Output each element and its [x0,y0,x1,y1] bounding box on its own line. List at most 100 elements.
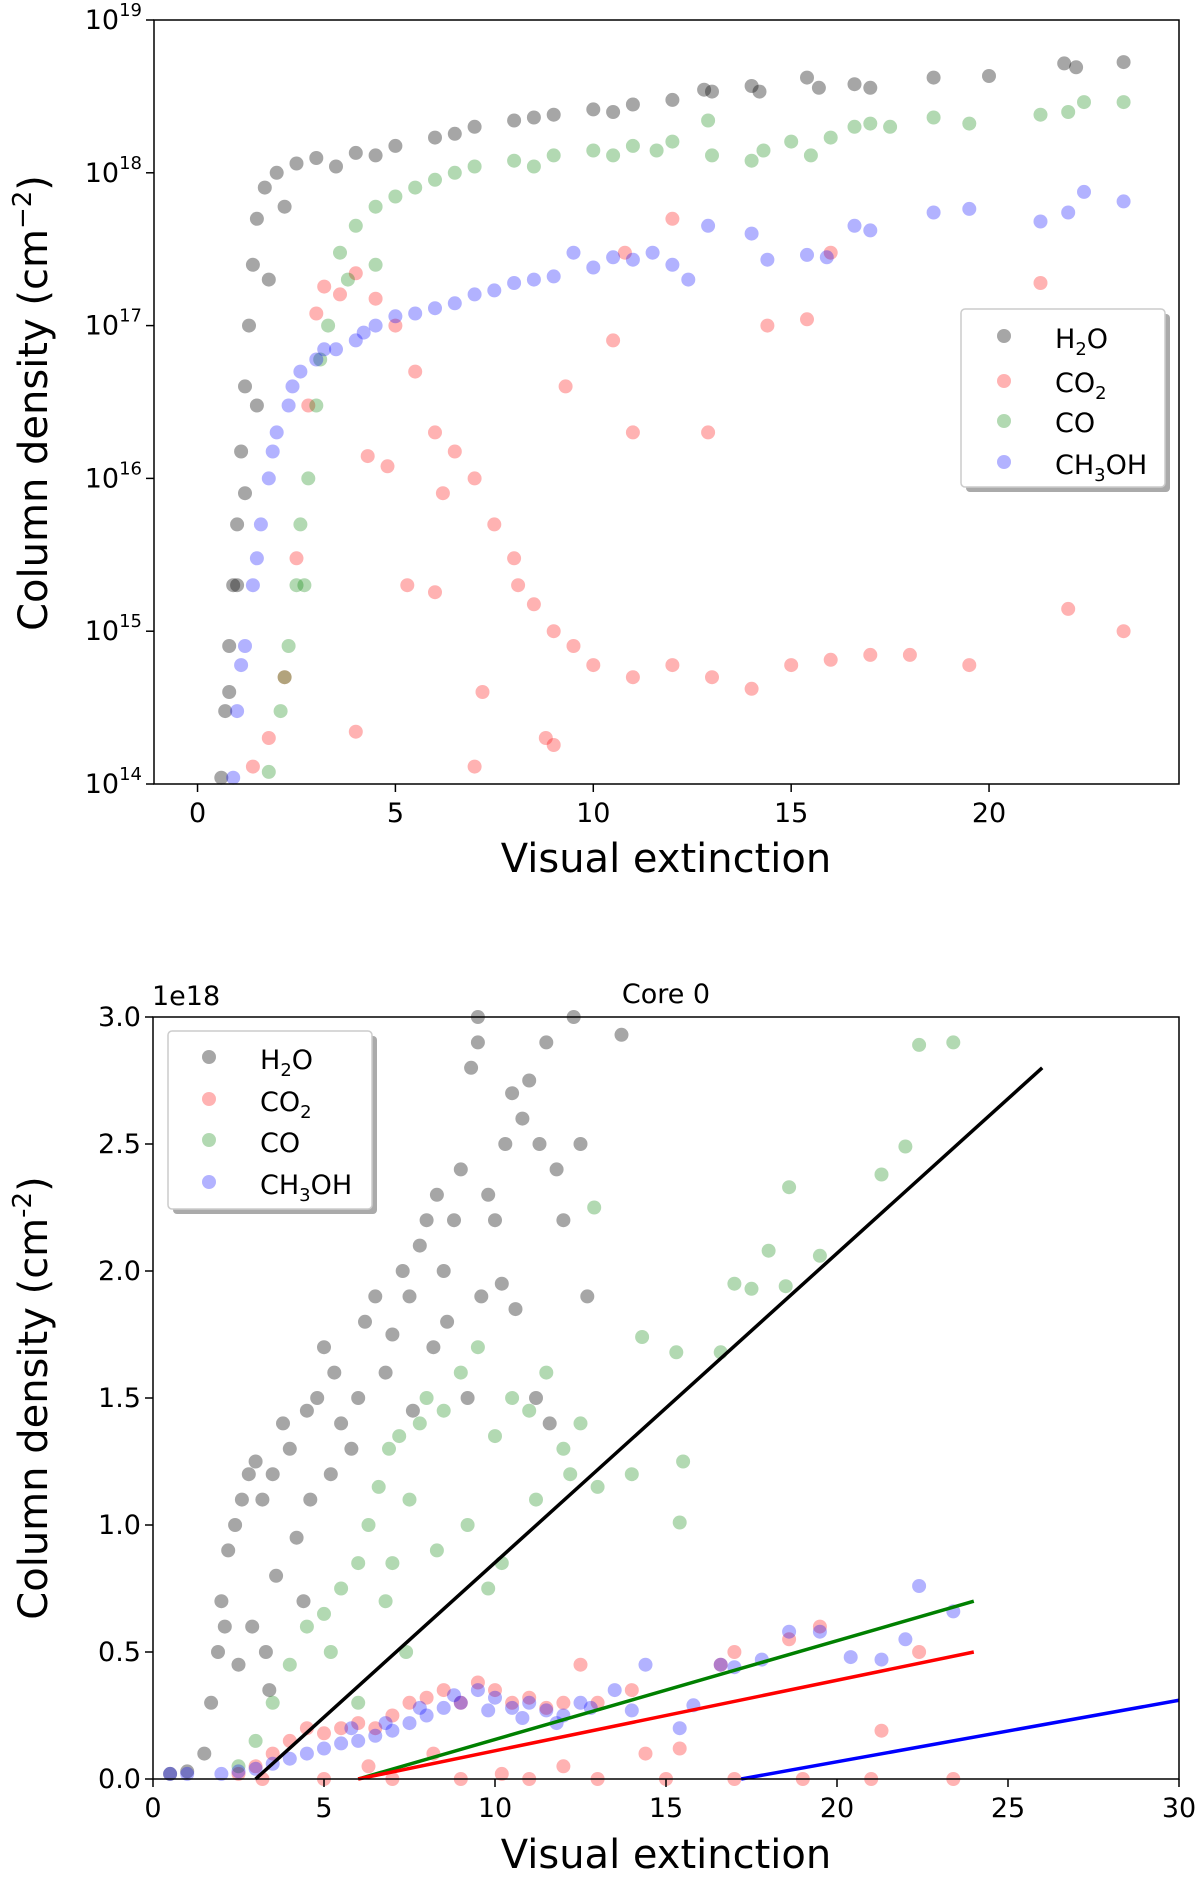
top-point-ch3oh-17 [546,269,561,284]
bottom-point-co-31 [782,1180,797,1195]
bottom-point-co2-5 [317,1726,331,1741]
top-point-co-18 [625,138,640,153]
bottom-point-ch3oh-9 [334,1736,349,1751]
top-point-ch3oh-28 [1077,184,1091,199]
top-point-ch3oh-0 [226,770,241,785]
bottom-x-tick-label-20: 20 [820,1793,854,1824]
top-point-ch3oh-2 [238,639,252,653]
top-point-co2-19 [566,639,581,653]
bottom-legend-box [167,1030,373,1210]
top-point-co-44 [1061,105,1076,119]
bottom-point-co-47 [624,1467,639,1482]
top-point-co2-22 [665,658,680,673]
top-point-co-6 [309,398,324,413]
bottom-x-tick-label-15: 15 [649,1793,683,1824]
top-point-ch3oh-33 [285,379,300,394]
top-point-h2o-22 [665,92,680,107]
top-point-co-29 [1116,95,1131,110]
bottom-point-h2o-59 [426,1340,441,1355]
top-point-h2o-24 [744,79,759,93]
bottom-legend-marker-co [202,1133,216,1147]
bottom-point-co-1 [248,1733,263,1748]
bottom-point-h2o-40 [532,1137,547,1151]
bottom-y-scale-label: 1e18 [152,981,220,1012]
bottom-point-co-5 [317,1606,331,1621]
top-legend-marker-ch3oh [997,455,1011,469]
bottom-point-h2o-29 [436,1264,451,1278]
bottom-legend-label-co2: CO2 [260,1087,312,1123]
bottom-point-h2o-44 [573,1137,588,1151]
bottom-point-h2o-11 [255,1492,270,1507]
top-point-ch3oh-9 [309,352,324,367]
bottom-point-co-48 [672,1515,687,1530]
top-point-ch3oh-1 [230,704,245,719]
top-point-h2o-6 [238,379,252,394]
top-point-co-12 [408,180,423,195]
top-point-ch3oh-44 [744,226,759,241]
bottom-x-axis-label: Visual extinction [501,1832,831,1878]
bottom-point-co2-1 [248,1759,263,1774]
top-point-co2-28 [902,647,917,662]
bottom-point-h2o-35 [488,1213,502,1228]
top-point-co2-27 [863,647,878,662]
bottom-point-h2o-61 [460,1391,475,1405]
top-point-co-33 [340,272,355,287]
bottom-point-co-34 [898,1139,913,1154]
top-y-tick-label-15: 1015 [85,611,142,647]
top-legend-label-co2: CO2 [1055,368,1107,404]
top-point-co-31 [297,578,312,593]
bottom-point-co2-8 [368,1721,383,1736]
bottom-point-ch3oh-10 [351,1733,366,1748]
bottom-point-h2o-23 [385,1327,400,1342]
top-point-h2o-11 [269,165,284,180]
top-point-ch3oh-11 [348,333,363,348]
top-y-tick-label-17: 1017 [85,306,142,342]
top-point-h2o-17 [467,119,482,134]
top-point-co-10 [368,199,383,214]
bottom-fit-lines [254,1066,1180,1781]
bottom-point-co2-11 [419,1690,434,1705]
bottom-legend-marker-h2o [202,1050,216,1064]
top-point-co2-46 [428,585,442,600]
bottom-x-tick-label-0: 0 [144,1793,161,1824]
bottom-point-h2o-45 [580,1289,595,1304]
bottom-point-h2o-22 [368,1289,383,1304]
top-point-co2-43 [1033,276,1048,290]
top-point-co2-32 [400,578,415,593]
bottom-point-h2o-68 [245,1619,260,1634]
top-legend-entry-co2: CO2 [997,368,1107,404]
bottom-point-h2o-67 [262,1683,277,1698]
bottom-legend-entry-ch3oh: CH3OH [202,1170,352,1206]
top-point-h2o-28 [982,69,996,83]
top-y-tick-label-16: 1016 [85,458,142,494]
bottom-x-tick-label-25: 25 [991,1793,1025,1824]
top-scatter-points [214,55,1131,785]
top-point-h2o-44 [811,80,826,95]
top-series-ch3oh [226,184,1131,785]
bottom-point-co2-22 [624,1683,639,1698]
top-series-co [261,95,1131,779]
bottom-point-h2o-50 [231,1657,246,1672]
bottom-legend-label-co: CO [260,1128,300,1159]
bottom-point-h2o-5 [214,1594,229,1609]
bottom-point-co2-29 [874,1723,889,1738]
top-point-ch3oh-18 [586,260,601,275]
top-point-ch3oh-13 [388,309,403,324]
top-legend-entry-h2o: H2O [997,324,1108,360]
top-point-co2-26 [823,652,838,667]
top-point-co-16 [546,148,561,163]
top-point-co-28 [1077,95,1091,110]
bottom-point-co2-12 [436,1683,451,1698]
top-x-tick-label-5: 5 [387,798,404,829]
top-point-h2o-9 [249,211,264,226]
top-point-co2-15 [487,517,502,532]
bottom-point-ch3oh-2 [214,1766,229,1781]
bottom-y-axis-label: Column density (cm-2) [8,1176,57,1619]
top-point-co2-8 [348,266,363,281]
bottom-point-h2o-33 [470,1035,485,1050]
top-point-co2-0 [245,759,260,774]
top-point-ch3oh-5 [261,471,276,486]
top-legend-marker-h2o [997,329,1011,343]
top-point-co-4 [293,517,308,532]
bottom-point-h2o-6 [221,1543,236,1558]
